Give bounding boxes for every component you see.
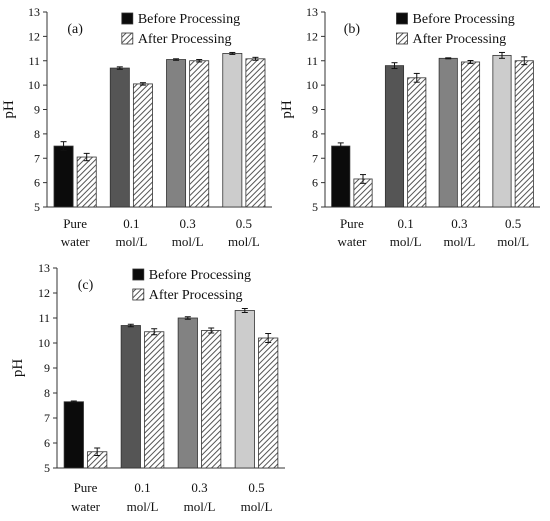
y-tick-label: 11 [38,311,50,325]
x-category-label: mol/L [115,234,147,249]
y-axis-title: pH [1,100,17,119]
x-category-label: Pure [63,216,87,231]
bar-after-processing [144,331,165,469]
bar-before-processing [234,310,255,469]
bar-before-processing [331,145,351,208]
x-category-label: 0.5 [248,480,264,495]
x-category-label: mol/L [241,499,273,514]
x-category-label: mol/L [390,234,422,249]
y-tick-label: 5 [44,461,50,475]
legend-label-after: After Processing [138,32,232,47]
legend-swatch-before [121,12,134,25]
legend-swatch-after [396,32,408,45]
y-tick-label: 6 [34,176,40,190]
y-axis-title: pH [279,100,295,119]
x-category-label: Pure [74,480,98,495]
y-tick-label: 5 [34,200,40,214]
x-category-label: 0.3 [191,480,207,495]
x-category-label: mol/L [443,234,475,249]
y-tick-label: 7 [312,151,318,165]
legend-label-before: Before Processing [412,12,514,27]
y-tick-label: 12 [306,29,318,43]
y-tick-label: 10 [306,78,318,92]
bar-before-processing [222,53,243,208]
panel-label-b: (b) [344,22,361,37]
x-category-label: mol/L [127,499,159,514]
y-tick-label: 10 [28,78,40,92]
bar-after-processing [407,77,427,208]
y-tick-label: 8 [312,127,318,141]
y-tick-label: 5 [312,200,318,214]
x-category-label: 0.1 [398,216,414,231]
x-category-label: 0.3 [180,216,196,231]
x-category-label: water [61,234,91,249]
y-tick-label: 13 [28,5,40,19]
chart-panel-b: 5 6 7 8 9 10 11 12 13 pH Pure water 0.1 mol/L 0.3 mol/L… [279,5,540,249]
y-tick-label: 9 [312,103,318,117]
x-category-label: mol/L [228,234,260,249]
bar-before-processing [53,145,74,208]
legend-swatch-before [132,268,145,281]
x-category-label: mol/L [172,234,204,249]
legend-swatch-after [132,288,145,301]
bar-before-processing [384,65,405,208]
bar-after-processing [258,337,279,469]
bar-after-processing [514,60,534,208]
y-tick-label: 10 [38,336,50,350]
panel-label-c: (c) [78,278,94,293]
bar-after-processing [201,330,222,469]
y-tick-label: 11 [306,54,318,68]
bar-before-processing [166,59,187,208]
y-tick-label: 13 [38,261,50,275]
panel-label-a: (a) [67,22,83,37]
y-axis-title: pH [10,359,26,378]
y-tick-label: 12 [38,286,50,300]
legend-swatch-after [121,32,134,45]
bar-before-processing [120,325,141,469]
bar-after-processing [76,156,97,208]
x-category-label: mol/L [497,234,529,249]
bar-after-processing [245,58,266,208]
chart-panel-c: 5 6 7 8 9 10 11 12 13 pH Pure water 0.1 mol/L 0.3 mol/L… [10,261,285,514]
bar-before-processing [177,317,198,469]
y-tick-label: 9 [44,361,50,375]
y-tick-label: 9 [34,103,40,117]
chart-panel-a: 5 6 7 8 9 10 11 12 13 pH Pure water 0.1 mol/L 0.3 mol/L… [1,5,272,249]
x-category-label: mol/L [184,499,216,514]
bar-before-processing [63,401,84,469]
y-tick-label: 13 [306,5,318,19]
legend-label-after: After Processing [149,288,243,303]
x-category-label: 0.3 [451,216,467,231]
legend-label-after: After Processing [412,32,506,47]
x-category-label: water [337,234,367,249]
x-category-label: 0.1 [134,480,150,495]
y-tick-label: 8 [34,127,40,141]
bar-after-processing [460,61,481,208]
bar-after-processing [189,60,210,208]
y-tick-label: 6 [312,176,318,190]
legend-swatch-before [396,12,408,25]
y-tick-label: 7 [44,411,50,425]
bar-before-processing [492,54,512,208]
x-category-label: 0.5 [505,216,521,231]
bar-before-processing [109,67,130,208]
x-category-label: 0.5 [236,216,252,231]
x-category-label: Pure [340,216,364,231]
legend-label-before: Before Processing [138,12,240,27]
legend-label-before: Before Processing [149,268,251,283]
y-tick-label: 7 [34,151,40,165]
y-tick-label: 12 [28,29,40,43]
y-tick-label: 6 [44,436,50,450]
bar-before-processing [438,57,458,208]
y-tick-label: 11 [28,54,40,68]
bar-after-processing [132,83,153,208]
y-tick-label: 8 [44,386,50,400]
x-category-label: water [71,499,101,514]
x-category-label: 0.1 [123,216,139,231]
